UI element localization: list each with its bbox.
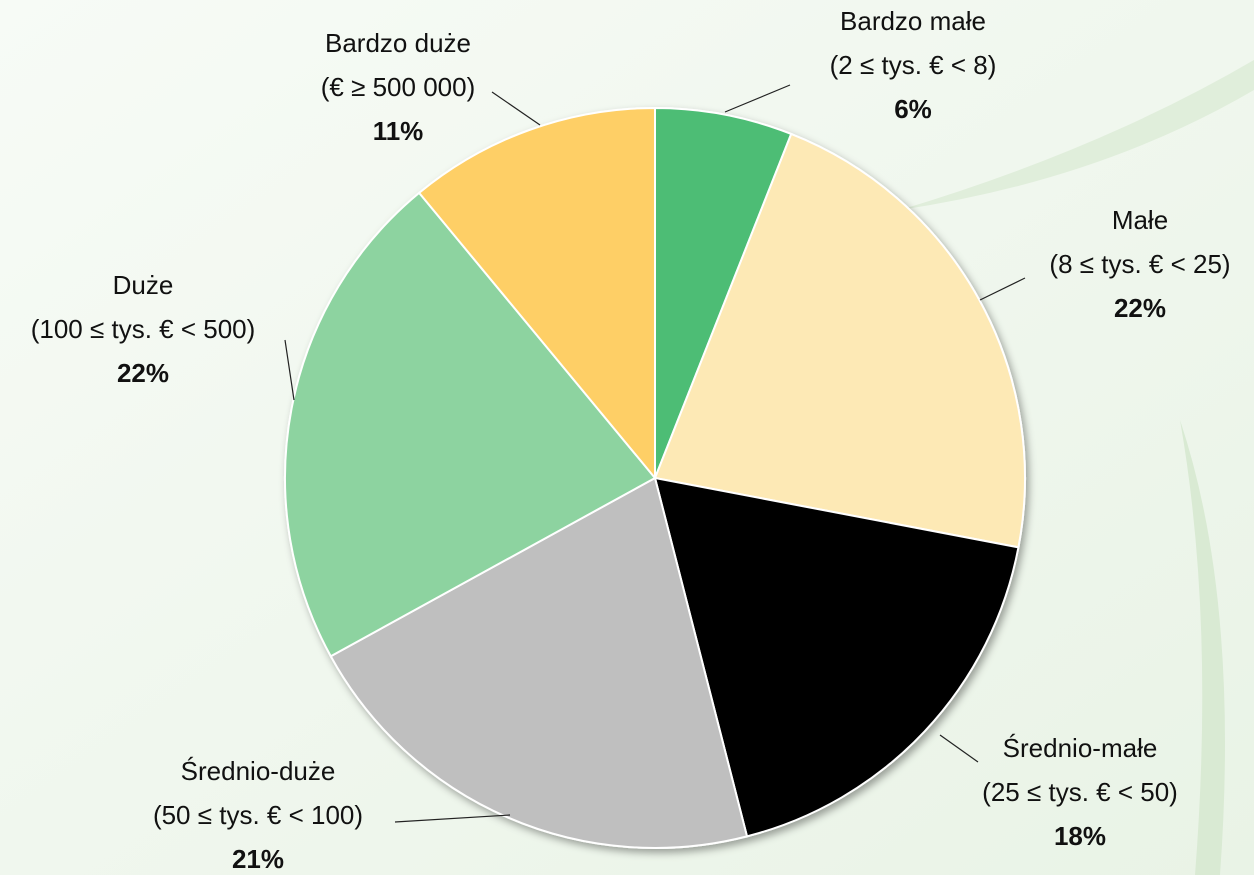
leader-line	[491, 91, 541, 126]
slice-name: Bardzo małe	[840, 6, 986, 36]
slice-value-label: 21%	[232, 844, 284, 874]
slice-range: (25 ≤ tys. € < 50)	[982, 777, 1178, 807]
leader-line	[394, 814, 511, 823]
pie-slice	[653, 476, 1020, 838]
labels: Bardzo małe (2 ≤ tys. € < 8) 6% Małe (8 ≤ ty…	[31, 6, 1231, 874]
pie-slice	[654, 106, 793, 479]
leader-line	[284, 339, 295, 401]
slice-value-label: 22%	[117, 358, 169, 388]
leader-line	[939, 734, 979, 763]
slice-range: (€ ≥ 500 000)	[321, 72, 475, 102]
pie-slice	[329, 476, 749, 849]
slice-name: Bardzo duże	[325, 28, 471, 58]
slice-value-label: 11%	[373, 116, 424, 146]
slice-range: (50 ≤ tys. € < 100)	[153, 800, 363, 830]
slice-name: Małe	[1112, 205, 1168, 235]
slice-range: (100 ≤ tys. € < 500)	[31, 314, 256, 344]
leader-line	[724, 84, 791, 113]
slice-value-label: 18%	[1054, 821, 1106, 851]
slice-name: Duże	[113, 270, 174, 300]
pie-slice	[653, 132, 1026, 549]
pie-slice	[417, 106, 656, 481]
slice-value-label: 22%	[1114, 293, 1166, 323]
slice-name: Średnio-duże	[181, 756, 336, 786]
slice-name: Średnio-małe	[1003, 733, 1158, 763]
pie-slice	[284, 191, 657, 658]
slice-range: (2 ≤ tys. € < 8)	[830, 50, 997, 80]
leader-line	[979, 277, 1026, 301]
slice-value-label: 6%	[894, 94, 932, 124]
pie	[284, 106, 1026, 849]
slice-range: (8 ≤ tys. € < 25)	[1049, 249, 1230, 279]
leaf-decoration	[1180, 420, 1225, 875]
